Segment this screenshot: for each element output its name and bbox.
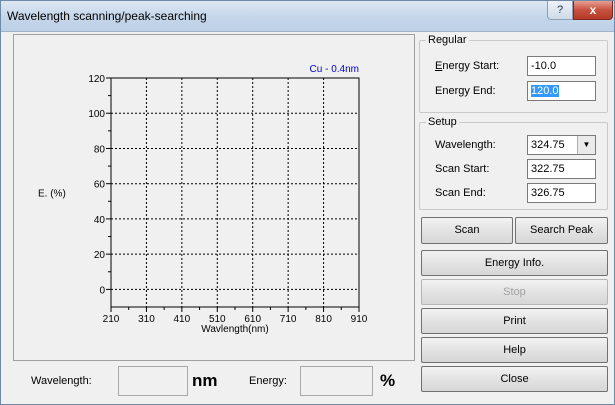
y-tick-label: 60 — [94, 180, 106, 191]
scan-end-value: 326.75 — [531, 187, 565, 199]
energy-end-input[interactable]: 120.0 — [527, 81, 596, 101]
search-peak-button[interactable]: Search Peak — [515, 217, 608, 244]
energy-end-label-text: Energy End: — [435, 85, 496, 97]
chart-frame: 210 310 410 510 610 710 810 910 0 20 40 60 80 100 120… — [13, 34, 415, 361]
energy-start-label: Energy Start: — [435, 60, 500, 72]
plot-area — [110, 77, 360, 308]
energy-info-button[interactable]: Energy Info. — [421, 250, 608, 276]
window-title: Wavelength scanning/peak-searching — [7, 9, 207, 23]
y-tick-label: 40 — [94, 215, 106, 226]
scan-start-input[interactable]: 322.75 — [527, 159, 596, 179]
y-tick-label: 0 — [99, 285, 105, 296]
chevron-down-icon[interactable]: ▼ — [577, 136, 595, 154]
scan-start-label: Scan Start: — [435, 163, 490, 175]
scan-start-value: 322.75 — [531, 163, 565, 175]
scan-end-label: Scan End: — [435, 187, 486, 199]
y-axis-label: E. (%) — [38, 189, 66, 200]
dialog-client: 210 310 410 510 610 710 810 910 0 20 40 60 80 100 120… — [10, 32, 608, 398]
print-button[interactable]: Print — [421, 308, 608, 334]
energy-readout-label: Energy: — [249, 375, 287, 387]
x-tick-label: 910 — [351, 314, 368, 325]
energy-start-value: -10.0 — [531, 60, 557, 72]
wavelength-select-value: 324.75 — [531, 139, 565, 151]
wavelength-readout-label: Wavelength: — [31, 375, 92, 387]
wavelength-label: Wavelength: — [435, 139, 496, 151]
x-tick-label: 310 — [138, 314, 155, 325]
energy-start-input[interactable]: -10.0 — [527, 56, 596, 76]
close-icon[interactable]: x — [573, 1, 613, 20]
x-axis-label: Wavlength(nm) — [201, 324, 268, 335]
close-button[interactable]: Close — [421, 366, 608, 392]
wavelength-unit: nm — [192, 371, 218, 390]
scan-button[interactable]: Scan — [421, 217, 513, 244]
x-tick-label: 510 — [209, 314, 226, 325]
energy-readout — [300, 366, 373, 396]
x-tick-label: 410 — [174, 314, 191, 325]
x-tick-label: 610 — [244, 314, 261, 325]
energy-start-label-text: nergy Start: — [442, 60, 500, 72]
stop-button[interactable]: Stop — [421, 279, 608, 305]
wavelength-select[interactable]: 324.75 ▼ — [527, 135, 596, 155]
setup-group: Setup Wavelength: 324.75 ▼ Scan Start: 3… — [419, 116, 608, 210]
regular-group: Regular Energy Start: -10.0 Energy End: … — [419, 34, 608, 113]
x-tick-label: 810 — [315, 314, 332, 325]
x-tick-label: 710 — [280, 314, 297, 325]
title-bar[interactable]: Wavelength scanning/peak-searching ? x — [1, 1, 614, 32]
wavelength-readout — [118, 366, 188, 396]
chart-title: Cu - 0.4nm — [310, 64, 359, 75]
x-tick-label: 210 — [103, 314, 120, 325]
energy-unit: % — [380, 371, 396, 390]
y-tick-label: 100 — [88, 109, 105, 120]
y-tick-label: 120 — [88, 74, 105, 85]
y-tick-label: 80 — [94, 144, 106, 155]
scan-end-input[interactable]: 326.75 — [527, 183, 596, 203]
help-icon[interactable]: ? — [547, 1, 573, 20]
help-button[interactable]: Help — [421, 337, 608, 363]
y-tick-label: 20 — [94, 250, 106, 261]
energy-end-value: 120.0 — [531, 85, 559, 97]
regular-group-label: Regular — [426, 34, 469, 46]
energy-end-label: Energy End: — [435, 85, 496, 97]
energy-chart: 210 310 410 510 610 710 810 910 0 20 40 60 80 100 120… — [38, 64, 368, 335]
setup-group-label: Setup — [426, 116, 459, 128]
